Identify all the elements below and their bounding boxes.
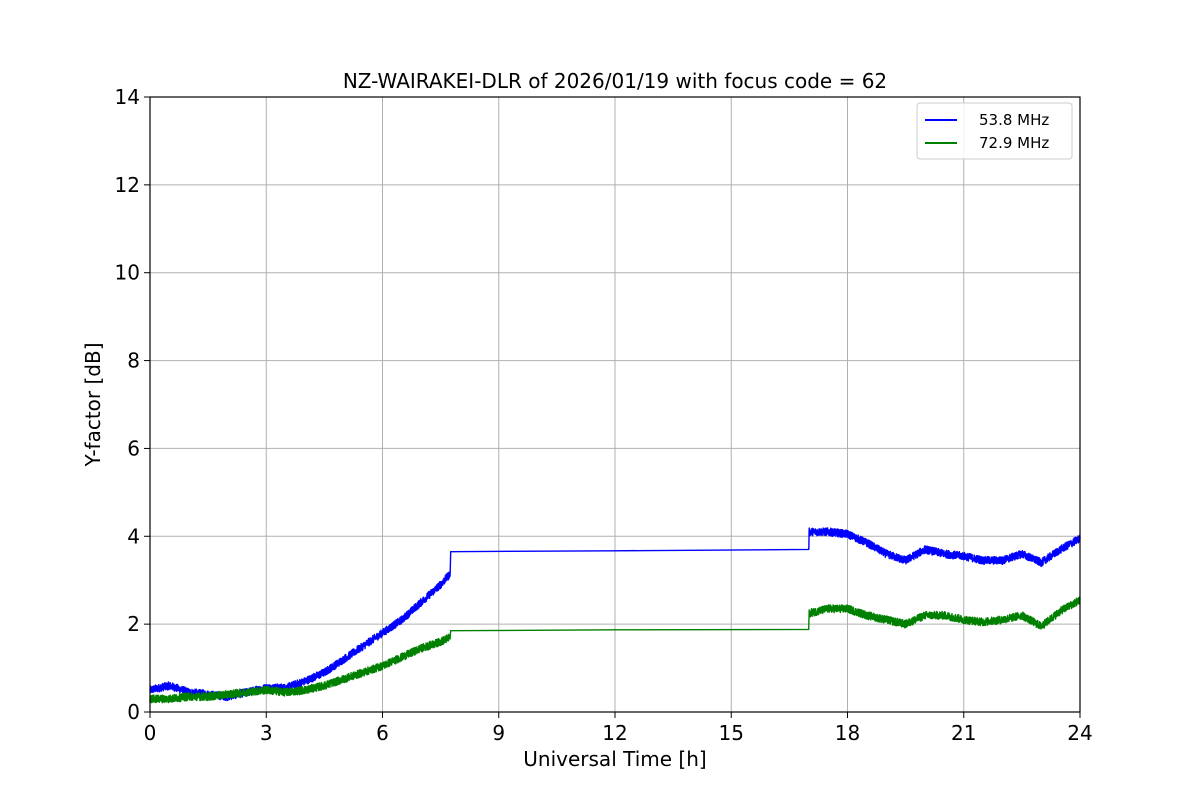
y-tick-label: 14 — [115, 85, 140, 109]
series-line-1 — [149, 527, 1081, 702]
y-tick-label: 0 — [127, 700, 140, 724]
x-tick-label: 18 — [835, 721, 860, 745]
y-tick-label: 10 — [115, 261, 140, 285]
x-tick-label: 3 — [260, 721, 273, 745]
x-tick-label: 9 — [492, 721, 505, 745]
legend-label-1: 53.8 MHz — [979, 111, 1049, 129]
x-tick-label: 12 — [602, 721, 627, 745]
x-tick-label: 24 — [1067, 721, 1092, 745]
x-tick-label: 6 — [376, 721, 389, 745]
legend-label-2: 72.9 MHz — [979, 134, 1049, 152]
y-tick-label: 8 — [127, 349, 140, 373]
x-tick-label: 21 — [951, 721, 976, 745]
series-line-2 — [149, 596, 1081, 704]
legend-box — [916, 102, 1073, 160]
y-tick-label: 4 — [127, 524, 140, 548]
x-axis-label: Universal Time [h] — [523, 747, 706, 771]
y-tick-label: 12 — [115, 173, 140, 197]
chart-title: NZ-WAIRAKEI-DLR of 2026/01/19 with focus… — [343, 69, 887, 93]
y-tick-label: 2 — [127, 612, 140, 636]
y-tick-label: 6 — [127, 436, 140, 460]
y-axis-label: Y-factor [dB] — [81, 342, 105, 467]
series-layer — [149, 527, 1081, 704]
legend: 53.8 MHz 72.9 MHz — [916, 102, 1073, 160]
x-tick-label: 15 — [719, 721, 744, 745]
x-tick-label: 0 — [144, 721, 157, 745]
